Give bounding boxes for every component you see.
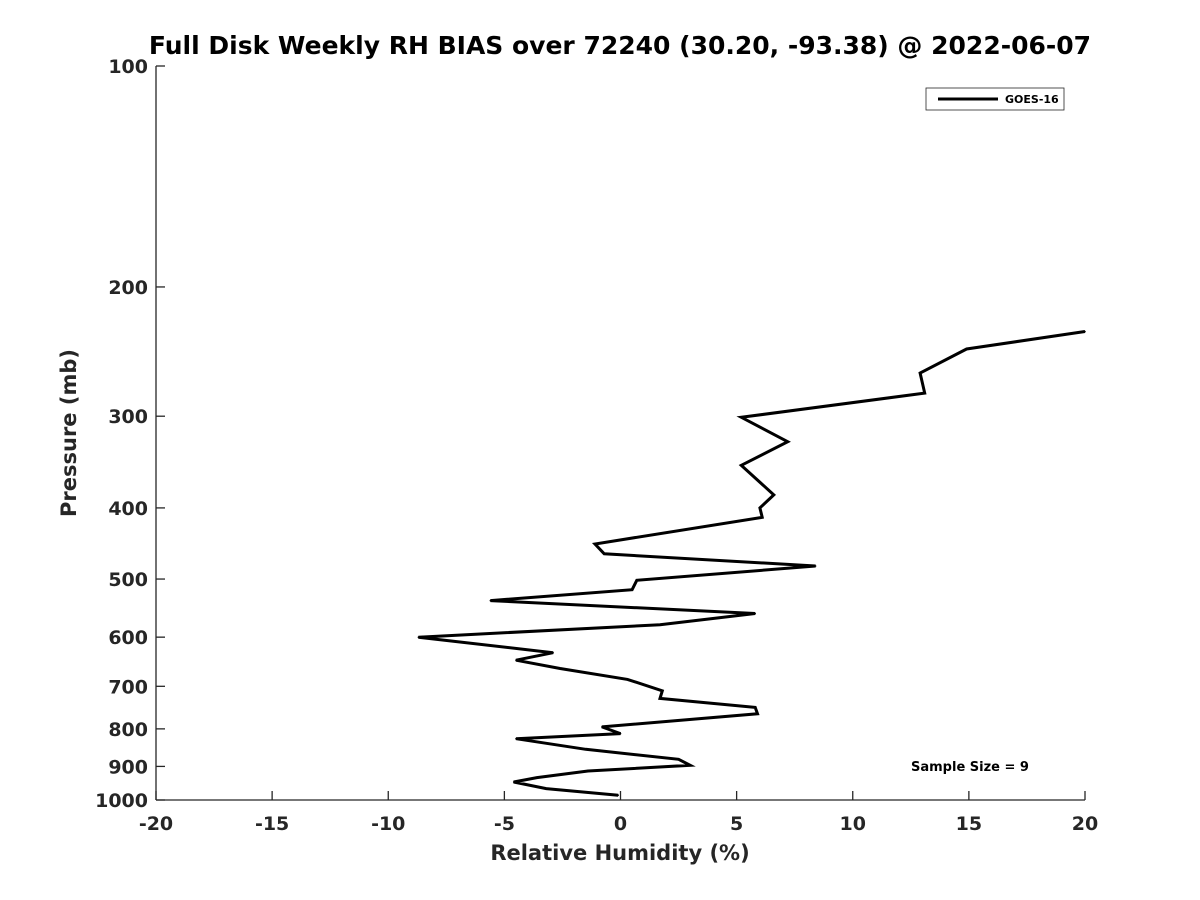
data-point <box>759 507 761 509</box>
y-tick-label: 800 <box>108 719 148 741</box>
data-point <box>603 553 605 555</box>
y-axis-label: Pressure (mb) <box>57 349 81 517</box>
data-point <box>677 758 680 761</box>
data-point <box>631 588 633 591</box>
x-tick-label: 15 <box>956 813 982 835</box>
data-point <box>814 565 817 567</box>
data-point <box>689 764 691 767</box>
data-point <box>1084 330 1086 333</box>
data-point <box>740 416 743 419</box>
legend: GOES-16 <box>925 87 1065 111</box>
data-point <box>740 464 743 467</box>
data-point <box>594 543 596 545</box>
series-layer <box>417 330 1086 797</box>
data-point <box>626 678 629 681</box>
series-line <box>418 330 1086 797</box>
chart-title: Full Disk Weekly RH BIAS over 72240 (30.… <box>149 31 1091 60</box>
data-point <box>754 612 756 615</box>
y-tick-label: 100 <box>108 56 148 78</box>
x-tick-label: -20 <box>139 813 173 835</box>
data-point <box>619 732 622 735</box>
data-point <box>661 690 664 692</box>
data-point <box>659 697 661 700</box>
data-point <box>965 348 968 350</box>
y-tick-label: 900 <box>108 756 148 778</box>
y-ticks: 100 200 300 400 500 600 700 800 900 1000 <box>95 56 165 812</box>
data-point <box>536 776 538 779</box>
y-tick-label: 600 <box>108 627 148 649</box>
x-tick-label: 0 <box>614 813 627 835</box>
data-point <box>515 659 517 661</box>
data-point <box>773 494 775 496</box>
data-point <box>923 392 926 394</box>
data-point <box>659 623 661 626</box>
x-tick-label: 10 <box>840 813 866 835</box>
data-point <box>552 651 554 654</box>
data-point <box>617 794 619 796</box>
x-tick-label: -15 <box>255 813 289 835</box>
y-tick-label: 500 <box>108 569 148 591</box>
x-tick-label: -5 <box>494 813 515 835</box>
data-point <box>489 599 492 602</box>
y-tick-label: 400 <box>108 498 148 520</box>
data-point <box>587 770 589 772</box>
data-point <box>601 726 603 728</box>
x-axis-label: Relative Humidity (%) <box>490 841 749 865</box>
data-point <box>584 748 587 751</box>
data-point <box>417 636 420 638</box>
data-point <box>754 706 756 709</box>
data-point <box>515 737 517 740</box>
data-point <box>786 440 789 443</box>
data-point <box>545 787 547 790</box>
x-tick-label: 20 <box>1072 813 1098 835</box>
y-tick-label: 300 <box>108 406 148 428</box>
sample-size-annotation: Sample Size = 9 <box>911 760 1029 775</box>
data-point <box>636 579 638 582</box>
data-point <box>559 667 561 670</box>
y-tick-label: 700 <box>108 676 148 698</box>
x-tick-label: 5 <box>730 813 743 835</box>
data-point <box>512 781 515 783</box>
data-point <box>756 713 759 715</box>
y-tick-label: 1000 <box>95 790 148 812</box>
y-tick-label: 200 <box>108 277 148 299</box>
data-point <box>761 516 763 519</box>
x-ticks: -20 -15 -10 -5 0 5 10 15 20 <box>139 791 1098 835</box>
legend-label: GOES-16 <box>1005 93 1059 106</box>
data-point <box>919 372 921 374</box>
x-tick-label: -10 <box>371 813 405 835</box>
